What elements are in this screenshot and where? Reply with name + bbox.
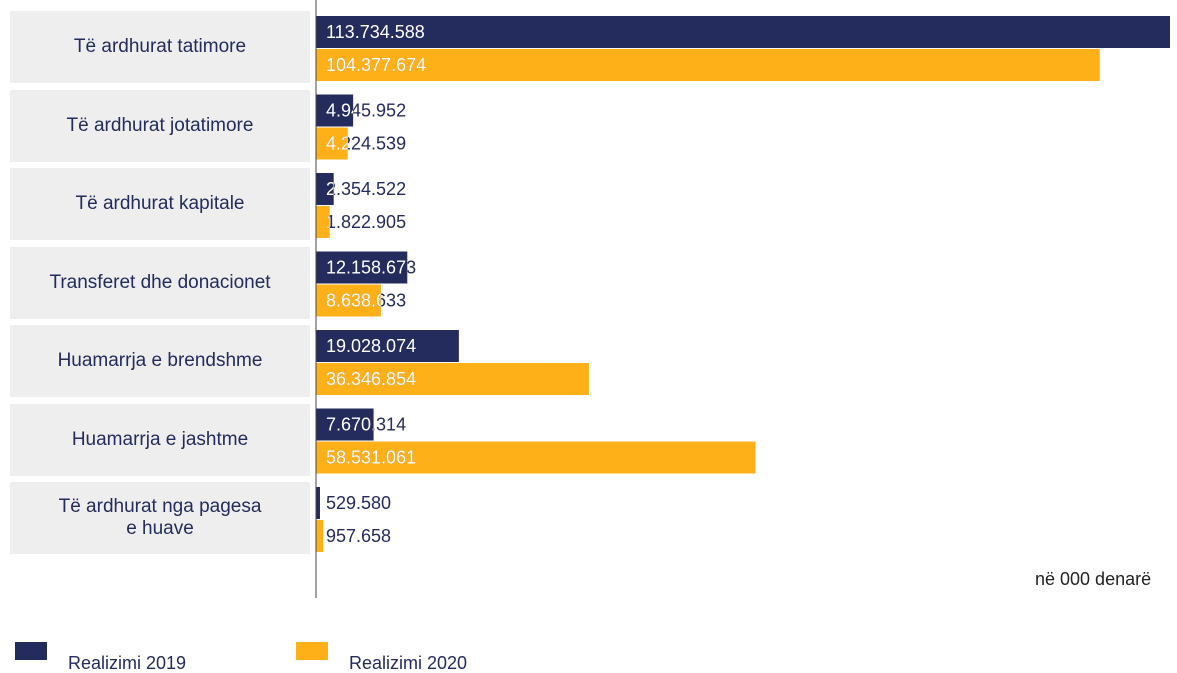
value-label-on-bar: 104.377.674: [326, 55, 426, 75]
value-label-on-bar: 4.224.539: [326, 133, 406, 153]
value-label: 8.638.633: [326, 290, 406, 310]
value-label: 957.658: [326, 526, 391, 546]
bar: [316, 94, 354, 127]
bar: [316, 408, 374, 441]
category-label: Transferet dhe donacionet: [49, 271, 271, 293]
category-box: Huamarrja e jashtme: [10, 403, 310, 476]
legend-label: Realizimi 2020: [349, 653, 467, 673]
bar: [316, 284, 381, 317]
category-box: Transferet dhe donacionet: [10, 246, 310, 319]
value-label: 113.734.588: [326, 22, 425, 42]
value-label: 104.377.674: [326, 55, 426, 75]
value-label-on-bar: 1.822.905: [326, 212, 406, 232]
bar: [316, 49, 1100, 81]
category-label: Huamarrja e jashtme: [71, 428, 249, 450]
category-label: Të ardhurat jotatimore: [66, 114, 254, 136]
value-label: 4.945.952: [326, 100, 406, 120]
category-box: Të ardhurat jotatimore: [10, 89, 310, 162]
category-box: Huamarrja e brendshme: [10, 325, 310, 397]
value-label-on-bar: 113.734.588: [326, 22, 425, 42]
category-box: Të ardhurat nga pagesa e huave: [10, 482, 310, 554]
value-label: 58.531.061: [326, 447, 416, 467]
legend-swatch: [15, 642, 47, 660]
bar: [316, 206, 330, 238]
bar: [316, 441, 756, 474]
bar: [316, 487, 320, 519]
value-label: 36.346.854: [326, 369, 416, 389]
value-label-on-bar: 58.531.061: [326, 447, 416, 467]
value-label-on-bar: 8.638.633: [326, 290, 406, 310]
value-label: 1.822.905: [326, 212, 406, 232]
value-label: 19.028.074: [326, 336, 416, 356]
bar: [316, 127, 348, 160]
category-label: Të ardhurat tatimore: [73, 36, 247, 57]
value-label: 2.354.522: [326, 179, 406, 199]
value-label: 4.224.539: [326, 133, 406, 153]
category-label: Të ardhurat nga pagesa e huave: [58, 496, 262, 539]
legend-label: Realizimi 2019: [68, 653, 186, 673]
value-label-on-bar: 19.028.074: [326, 336, 416, 356]
value-label-on-bar: 36.346.854: [326, 369, 416, 389]
bar: [316, 520, 324, 552]
value-label-on-bar: 12.158.673: [326, 257, 416, 277]
bar: [316, 330, 459, 362]
bar: [316, 251, 408, 284]
bar: [316, 16, 1170, 48]
category-box: Të ardhurat kapitale: [10, 168, 310, 240]
category-label: Të ardhurat kapitale: [75, 193, 245, 214]
category-label: Huamarrja e brendshme: [57, 350, 263, 371]
bar: [316, 363, 589, 395]
value-label: 7.670.314: [326, 414, 406, 434]
value-label-on-bar: 4.945.952: [326, 100, 406, 120]
bar: [316, 173, 334, 205]
value-label: 529.580: [326, 493, 391, 513]
value-label-on-bar: 2.354.522: [326, 179, 406, 199]
legend-swatch: [296, 642, 328, 660]
value-label-on-bar: 7.670.314: [326, 414, 406, 434]
value-label: 12.158.673: [326, 257, 416, 277]
unit-note: në 000 denarë: [1035, 569, 1151, 589]
category-box: Të ardhurat tatimore: [10, 11, 310, 83]
